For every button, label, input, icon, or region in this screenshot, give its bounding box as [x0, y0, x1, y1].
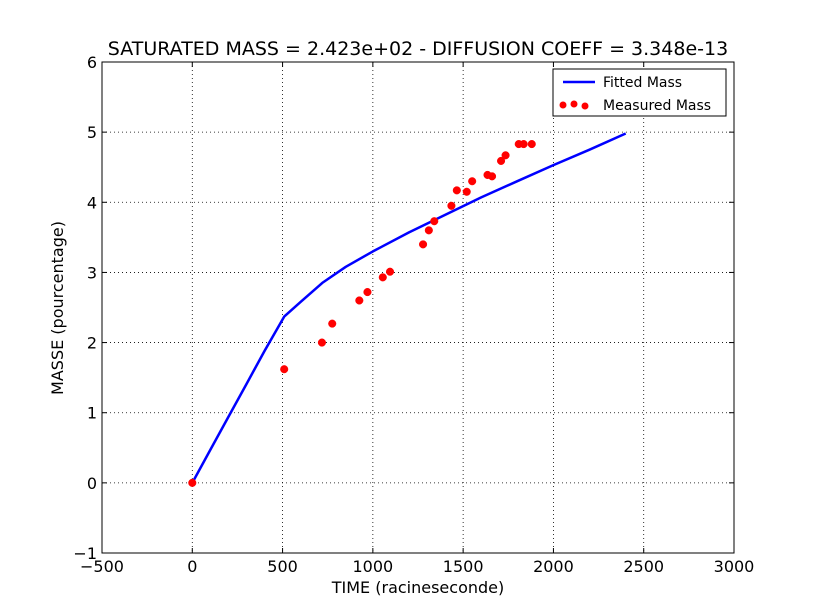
- measured-mass-point: [317, 338, 326, 347]
- x-tick-label: 2500: [623, 557, 664, 576]
- measured-mass-point: [419, 240, 428, 249]
- measured-mass-point: [487, 172, 497, 181]
- measured-mass-point: [188, 478, 197, 487]
- measured-mass-point: [527, 140, 536, 149]
- measured-mass-point: [430, 217, 439, 226]
- x-tick-label: 3000: [714, 557, 755, 576]
- y-tick-label: 3: [87, 263, 97, 282]
- legend: Fitted Mass Measured Mass: [552, 68, 727, 117]
- measured-mass-point: [452, 186, 461, 195]
- y-tick-label: 4: [87, 193, 97, 212]
- y-tick-label: 0: [87, 474, 97, 493]
- legend-fitted-mass-label: Fitted Mass: [603, 75, 682, 91]
- measured-mass-point: [497, 156, 506, 165]
- y-axis: −1 0 1 2 3 4 5 6: [73, 53, 734, 563]
- legend-measured-mass-label: Measured Mass: [603, 98, 711, 114]
- legend-measured-mass-swatch: [581, 102, 589, 110]
- measured-mass-point: [280, 365, 289, 374]
- measured-mass-point: [363, 288, 372, 297]
- x-tick-label: 1000: [352, 557, 393, 576]
- measured-mass-point: [447, 201, 456, 210]
- fitted-mass-line: [191, 132, 627, 484]
- plot-frame: [101, 61, 735, 554]
- y-tick-label: 6: [87, 53, 97, 72]
- legend-measured-mass-swatch: [559, 101, 567, 109]
- measured-mass-point: [462, 187, 471, 196]
- x-tick-label: 0: [187, 557, 197, 576]
- measured-mass-point: [355, 296, 364, 305]
- chart-title: SATURATED MASS = 2.423e+02 - DIFFUSION C…: [108, 38, 728, 60]
- measured-mass-point: [385, 267, 395, 276]
- x-tick-label: −500: [80, 557, 124, 576]
- measured-mass-point: [378, 273, 387, 282]
- y-tick-label: −1: [73, 544, 97, 563]
- measured-mass-point: [424, 226, 433, 235]
- x-tick-label: 500: [267, 557, 298, 576]
- x-tick-label: 2000: [533, 557, 574, 576]
- y-tick-label: 5: [87, 123, 97, 142]
- measured-mass-point: [328, 319, 337, 328]
- measured-mass-point: [501, 151, 510, 160]
- y-axis-title: MASSE (pourcentage): [48, 221, 67, 395]
- x-tick-label: 1500: [443, 557, 484, 576]
- y-tick-label: 2: [87, 334, 97, 353]
- measured-mass-point: [519, 140, 528, 149]
- x-axis-title: TIME (racineseconde): [331, 578, 505, 597]
- measured-mass-series: [188, 140, 536, 487]
- fitted-mass-series: [191, 132, 627, 484]
- x-axis: −500 0 500 1000 1500 2000 2500 3000: [80, 62, 754, 576]
- legend-box: [552, 68, 727, 117]
- y-tick-label: 1: [87, 404, 97, 423]
- legend-measured-mass-swatch: [570, 100, 578, 108]
- measured-mass-point: [468, 177, 477, 186]
